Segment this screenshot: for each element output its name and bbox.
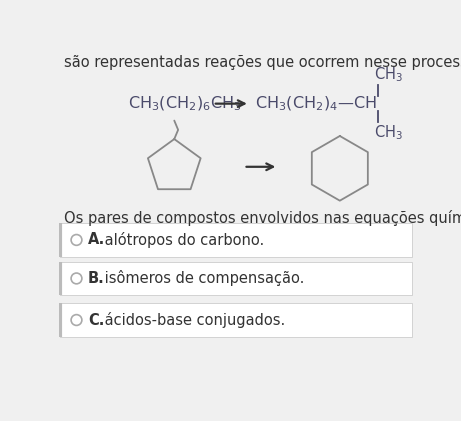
Text: alótropos do carbono.: alótropos do carbono. [100,232,265,248]
Text: B.: B. [88,271,105,286]
Text: isômeros de compensação.: isômeros de compensação. [100,270,305,286]
Text: são representadas reações que ocorrem nesse processo.: são representadas reações que ocorrem ne… [64,55,461,70]
FancyBboxPatch shape [60,223,412,257]
Text: A.: A. [88,232,105,248]
FancyBboxPatch shape [60,303,412,337]
Text: $\mathregular{CH_3(CH_2)_4}$—$\mathregular{CH}$: $\mathregular{CH_3(CH_2)_4}$—$\mathregul… [255,94,377,113]
Text: ácidos-base conjugados.: ácidos-base conjugados. [100,312,286,328]
Text: $\mathregular{CH_3}$: $\mathregular{CH_3}$ [374,124,403,142]
Text: $\mathregular{CH_3(CH_2)_6CH_3}$: $\mathregular{CH_3(CH_2)_6CH_3}$ [128,94,242,113]
Text: C.: C. [88,312,104,328]
Text: Os pares de compostos envolvidos nas equações químicas são: Os pares de compostos envolvidos nas equ… [64,210,461,226]
FancyBboxPatch shape [60,261,412,296]
Text: $\mathregular{CH_3}$: $\mathregular{CH_3}$ [374,65,403,84]
